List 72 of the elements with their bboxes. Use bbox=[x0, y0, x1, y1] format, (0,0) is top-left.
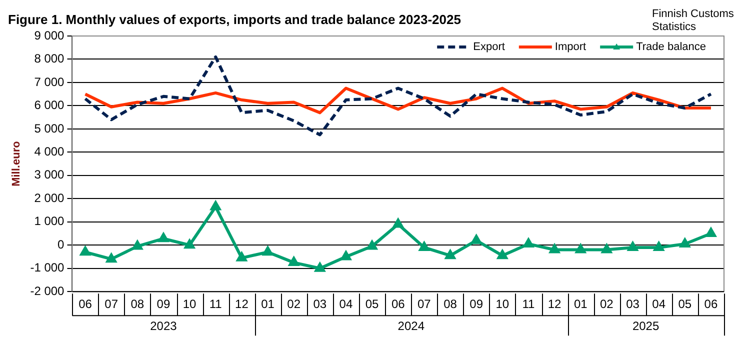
x-tick-label: 11 bbox=[522, 297, 536, 312]
y-tick-label: 1 000 bbox=[34, 214, 65, 228]
x-tick-label: 10 bbox=[496, 297, 510, 312]
text: Finnish Customs Statistics bbox=[652, 8, 734, 33]
x-tick-label: 01 bbox=[574, 297, 588, 312]
point bbox=[314, 262, 325, 272]
point bbox=[706, 228, 716, 238]
y-tick-label: -1 000 bbox=[30, 260, 65, 275]
y-axis-title: Mill.euro bbox=[10, 140, 23, 186]
x-tick-label: 03 bbox=[626, 297, 640, 312]
y-tick-label: 0 bbox=[58, 237, 65, 252]
point bbox=[524, 238, 534, 248]
point bbox=[106, 254, 116, 263]
chart-title: Figure 1. Monthly values of exports, imports and trade balance 2023-2025 bbox=[8, 12, 461, 27]
legend-label: Export bbox=[473, 41, 505, 54]
x-tick-label: 05 bbox=[678, 297, 692, 312]
point bbox=[393, 218, 404, 228]
y-tick-label: 2 000 bbox=[34, 190, 65, 205]
x-tick-label: 07 bbox=[104, 297, 118, 312]
x-tick-label: 08 bbox=[444, 297, 458, 312]
x-tick-label: 09 bbox=[470, 297, 484, 312]
legend-label: Trade balance bbox=[636, 41, 706, 54]
point bbox=[419, 242, 430, 251]
y-tick-label: 5 000 bbox=[34, 121, 65, 136]
point bbox=[497, 250, 508, 260]
text: 2024 bbox=[398, 318, 425, 333]
point bbox=[341, 251, 351, 260]
x-tick-label: 04 bbox=[339, 297, 353, 312]
x-tick-label: 11 bbox=[209, 297, 222, 312]
text: 2023 bbox=[150, 318, 178, 333]
x-tick-label: 07 bbox=[418, 297, 432, 312]
point bbox=[680, 238, 690, 248]
point bbox=[262, 246, 273, 256]
x-tick-label: 06 bbox=[78, 297, 92, 312]
x-tick-label: 05 bbox=[365, 297, 380, 312]
y-tick-label: 8 000 bbox=[34, 52, 65, 66]
x-tick-label: 01 bbox=[261, 297, 275, 312]
y-tick-label: 4 000 bbox=[34, 144, 65, 158]
x-tick-label: 10 bbox=[182, 297, 197, 312]
y-tick-label: 3 000 bbox=[34, 168, 65, 182]
y-tick-label: -2 000 bbox=[30, 284, 65, 298]
point bbox=[628, 242, 638, 251]
text: 2025 bbox=[632, 318, 660, 333]
point bbox=[445, 250, 456, 260]
point bbox=[602, 244, 612, 254]
point bbox=[80, 246, 90, 256]
x-tick-label: 08 bbox=[130, 297, 144, 312]
y-tick-label: 6 000 bbox=[34, 98, 65, 112]
point bbox=[576, 244, 586, 254]
x-tick-label: 09 bbox=[156, 297, 170, 312]
point bbox=[158, 233, 168, 242]
x-tick-label: 12 bbox=[235, 297, 249, 312]
legend-label: Import bbox=[554, 41, 586, 54]
x-tick-label: 03 bbox=[313, 297, 327, 312]
y-tick-label: 9 000 bbox=[34, 28, 65, 42]
x-tick-label: 02 bbox=[287, 297, 301, 312]
x-tick-label: 06 bbox=[391, 297, 406, 312]
point bbox=[550, 244, 560, 254]
point bbox=[471, 234, 482, 244]
point bbox=[236, 252, 247, 262]
y-tick-label: 7 000 bbox=[34, 74, 65, 89]
point bbox=[367, 240, 378, 250]
point bbox=[184, 240, 195, 249]
x-tick-label: 04 bbox=[652, 297, 666, 312]
line-series bbox=[84, 55, 712, 136]
point bbox=[210, 201, 221, 210]
point bbox=[288, 257, 299, 266]
x-tick-label: 12 bbox=[548, 297, 562, 312]
x-tick-label: 06 bbox=[704, 297, 718, 312]
point bbox=[654, 242, 664, 251]
point bbox=[132, 240, 142, 250]
x-tick-label: 02 bbox=[600, 297, 614, 312]
